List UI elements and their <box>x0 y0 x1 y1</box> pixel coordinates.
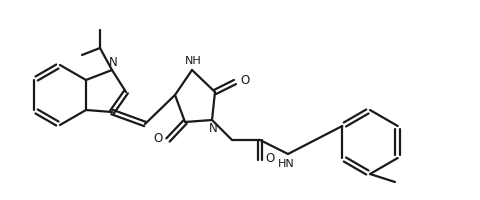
Text: HN: HN <box>277 159 294 169</box>
Text: N: N <box>108 56 118 70</box>
Text: O: O <box>265 152 275 164</box>
Text: O: O <box>154 132 163 144</box>
Text: O: O <box>240 73 250 86</box>
Text: NH: NH <box>185 56 202 66</box>
Text: N: N <box>209 121 217 134</box>
